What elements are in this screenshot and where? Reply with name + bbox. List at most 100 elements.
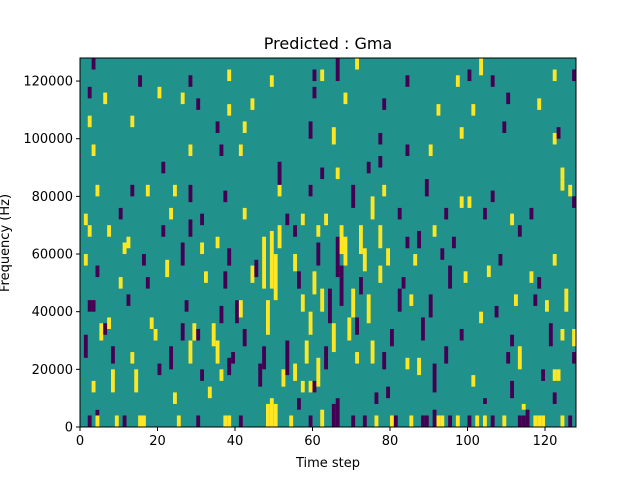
heatmap-cell <box>223 415 228 427</box>
heatmap-cell <box>545 300 549 312</box>
heatmap-cell <box>118 207 123 220</box>
heatmap-cell <box>428 144 433 157</box>
x-tick-label: 40 <box>227 434 244 449</box>
heatmap-cell <box>103 323 108 335</box>
heatmap-cell <box>393 415 398 427</box>
heatmap-cell <box>188 75 193 87</box>
heatmap-cell <box>312 380 317 393</box>
heatmap-cell <box>188 184 193 203</box>
heatmap-cell <box>107 225 112 237</box>
heatmap-cell <box>192 323 197 341</box>
y-tick-label: 40000 <box>32 305 73 320</box>
heatmap-cell <box>235 300 239 324</box>
heatmap-cell <box>223 271 228 289</box>
heatmap-cell <box>510 213 515 226</box>
heatmap-cell <box>122 415 127 427</box>
heatmap-cell <box>339 225 344 255</box>
heatmap-cell <box>331 403 336 427</box>
x-axis: 0 20 40 60 80 100 120 <box>76 427 558 449</box>
heatmap-cell <box>552 392 557 404</box>
heatmap-cell <box>475 415 480 427</box>
heatmap-cell <box>498 254 503 266</box>
heatmap-cell <box>552 132 557 145</box>
heatmap-cell <box>560 328 565 341</box>
heatmap-cell <box>130 352 135 364</box>
heatmap-cell <box>95 265 100 278</box>
heatmap-cell <box>308 415 313 427</box>
heatmap-cell <box>173 184 177 197</box>
heatmap-cell <box>448 265 453 289</box>
heatmap-cell <box>277 225 282 249</box>
heatmap-cell <box>335 236 340 278</box>
heatmap-cell <box>405 75 410 87</box>
heatmap-cell <box>370 340 375 364</box>
heatmap-cell <box>397 288 402 312</box>
heatmap-cell <box>215 340 220 364</box>
x-tick-label: 80 <box>382 434 399 449</box>
heatmap-cell <box>374 415 379 427</box>
heatmap-cell <box>467 415 472 427</box>
heatmap-cell <box>382 98 387 110</box>
heatmap-cell <box>405 144 410 157</box>
heatmap-cell <box>324 213 329 226</box>
heatmap-cell <box>91 58 96 70</box>
heatmap-cell <box>506 352 511 364</box>
heatmap-cell <box>87 300 92 312</box>
heatmap-cell <box>382 352 387 370</box>
heatmap-cell <box>219 369 224 381</box>
heatmap-cell <box>541 415 546 427</box>
heatmap-cell <box>227 357 232 376</box>
heatmap-cell <box>165 259 170 278</box>
heatmap-cell <box>277 161 282 185</box>
heatmap-cell <box>343 92 348 105</box>
x-tick-label: 20 <box>149 434 166 449</box>
heatmap-cell <box>490 190 495 203</box>
heatmap-cell <box>180 92 185 105</box>
heatmap-cell <box>483 207 487 220</box>
heatmap-cell <box>188 219 193 237</box>
heatmap-cell <box>99 323 104 341</box>
y-tick-label: 100000 <box>23 132 73 147</box>
heatmap-cell <box>145 277 150 289</box>
heatmap-cell <box>448 415 453 427</box>
heatmap-cell <box>320 167 325 180</box>
heatmap-cell <box>386 386 391 399</box>
heatmap-cell <box>552 369 557 381</box>
heatmap-cell <box>273 403 278 427</box>
heatmap-cell <box>157 363 162 376</box>
heatmap-cell <box>145 184 150 197</box>
heatmap-cell <box>138 75 143 87</box>
x-tick-label: 120 <box>533 434 558 449</box>
heatmap-cell <box>204 271 208 283</box>
heatmap-cell <box>262 346 267 370</box>
heatmap-cell <box>138 415 143 427</box>
heatmap-cell <box>502 121 507 133</box>
heatmap-cell <box>421 415 425 427</box>
heatmap-cell <box>231 352 236 364</box>
heatmap-cell <box>173 392 177 404</box>
heatmap-cell <box>281 369 286 387</box>
heatmap-cell <box>405 236 410 249</box>
heatmap-cell <box>227 104 232 116</box>
heatmap-cell <box>409 294 414 306</box>
heatmap-cell <box>238 300 243 318</box>
heatmap-cell <box>428 294 433 318</box>
heatmap-cell <box>308 121 313 139</box>
y-tick-label: 20000 <box>32 363 73 378</box>
y-tick-label: 120000 <box>23 75 73 90</box>
heatmap-cell <box>572 328 577 347</box>
heatmap-cell <box>83 334 88 358</box>
heatmap-cell <box>537 415 542 427</box>
heatmap-cell <box>436 104 441 116</box>
heatmap-cell <box>91 300 96 312</box>
heatmap-cell <box>111 369 115 393</box>
heatmap-cell <box>242 328 247 347</box>
heatmap-cell <box>227 248 232 266</box>
heatmap-cell <box>180 242 185 266</box>
heatmap-cell <box>227 415 232 427</box>
heatmap-cell <box>297 271 301 289</box>
heatmap-cell <box>87 86 92 99</box>
heatmap-cell <box>529 207 534 220</box>
heatmap-cell <box>111 346 115 364</box>
